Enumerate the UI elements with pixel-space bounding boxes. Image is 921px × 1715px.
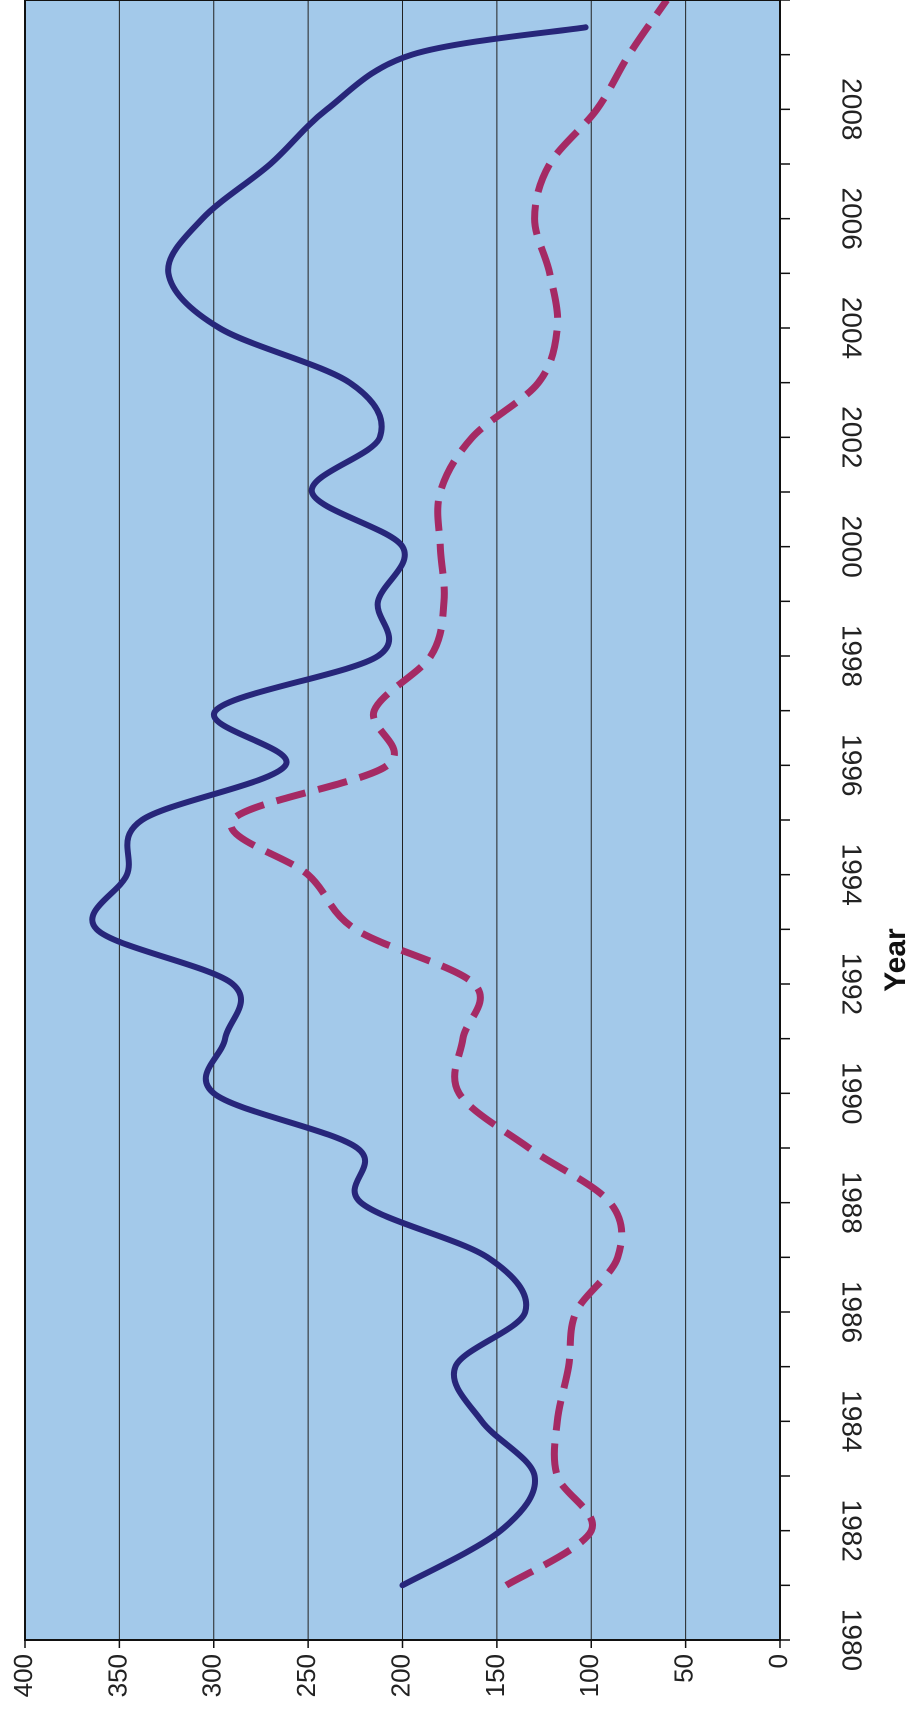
year-tick-label: 1982 [837,1500,868,1562]
series-line-solid [89,24,589,1589]
year-tick-label: 2008 [837,78,868,140]
year-tick-label: 2000 [837,516,868,578]
year-tick-label: 2004 [837,297,868,359]
value-tick-label: 150 [480,1654,510,1697]
value-tick-label: 200 [385,1654,415,1697]
axes-group [24,0,790,1648]
year-tick-label: 1980 [837,1609,868,1671]
value-tick-label: 250 [291,1654,321,1697]
year-tick-label: 1992 [837,953,868,1015]
year-tick-label: 2006 [837,188,868,250]
value-tick-label: 400 [8,1654,38,1697]
value-tick-label: 350 [102,1654,132,1697]
series-group [89,0,670,1589]
year-tick-label: 1988 [837,1172,868,1234]
plot-area-group [25,0,780,1640]
value-tick-label: 0 [763,1654,793,1668]
value-tick-label: 300 [197,1654,227,1697]
year-tick-label: 1986 [837,1281,868,1343]
value-tick-label: 100 [574,1654,604,1697]
year-tick-label: 1984 [837,1390,868,1452]
value-tick-label: 50 [669,1654,699,1683]
labels-group: 0 50 100 150 200 250 300 350 400 1980 1982 1984 1986… [8,78,912,1697]
year-tick-label: 2002 [837,406,868,468]
year-tick-label: 1994 [837,844,868,906]
year-tick-label: 1996 [837,734,868,796]
x-axis-title: Year [879,928,912,992]
year-tick-label: 1998 [837,625,868,687]
year-tick-label: 1990 [837,1062,868,1124]
series-line-dashed [227,0,670,1589]
